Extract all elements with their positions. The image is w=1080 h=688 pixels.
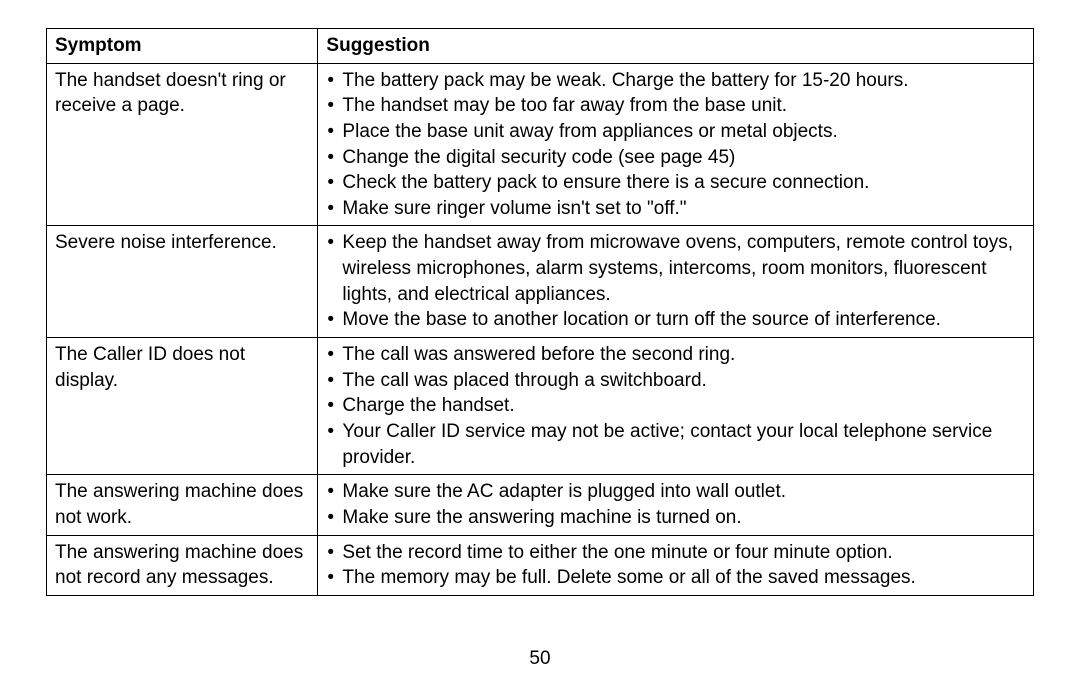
suggestion-item: The call was placed through a switchboar… [326,368,1025,394]
suggestion-item: The handset may be too far away from the… [326,93,1025,119]
manual-page: Symptom Suggestion The handset doesn't r… [0,0,1080,688]
suggestion-list: Make sure the AC adapter is plugged into… [326,479,1025,530]
symptom-cell: The answering machine does not record an… [47,535,318,595]
page-number: 50 [0,648,1080,670]
suggestion-item: The call was answered before the second … [326,342,1025,368]
suggestion-item: Check the battery pack to ensure there i… [326,170,1025,196]
suggestion-item: Make sure the AC adapter is plugged into… [326,479,1025,505]
header-symptom: Symptom [47,29,318,64]
suggestion-item: Make sure the answering machine is turne… [326,505,1025,531]
suggestion-cell: Make sure the AC adapter is plugged into… [318,475,1034,535]
header-suggestion: Suggestion [318,29,1034,64]
suggestion-item: The memory may be full. Delete some or a… [326,565,1025,591]
suggestion-item: Set the record time to either the one mi… [326,540,1025,566]
table-row: Severe noise interference.Keep the hands… [47,226,1034,338]
suggestion-item: The battery pack may be weak. Charge the… [326,68,1025,94]
symptom-cell: The Caller ID does not display. [47,338,318,475]
suggestion-list: Keep the handset away from microwave ove… [326,230,1025,333]
suggestion-item: Change the digital security code (see pa… [326,145,1025,171]
suggestion-cell: The battery pack may be weak. Charge the… [318,63,1034,226]
suggestion-cell: The call was answered before the second … [318,338,1034,475]
suggestion-item: Charge the handset. [326,393,1025,419]
table-row: The answering machine does not work. Make… [47,475,1034,535]
suggestion-list: Set the record time to either the one mi… [326,540,1025,591]
table-body: The handset doesn't ring or receive a pa… [47,63,1034,595]
suggestion-item: Place the base unit away from appliances… [326,119,1025,145]
table-row: The handset doesn't ring or receive a pa… [47,63,1034,226]
suggestion-item: Keep the handset away from microwave ove… [326,230,1025,307]
suggestion-list: The call was answered before the second … [326,342,1025,470]
symptom-cell: The answering machine does not work. [47,475,318,535]
suggestion-item: Move the base to another location or tur… [326,307,1025,333]
suggestion-cell: Set the record time to either the one mi… [318,535,1034,595]
table-header-row: Symptom Suggestion [47,29,1034,64]
suggestion-item: Make sure ringer volume isn't set to "of… [326,196,1025,222]
troubleshoot-table: Symptom Suggestion The handset doesn't r… [46,28,1034,596]
table-row: The Caller ID does not display. The call … [47,338,1034,475]
suggestion-cell: Keep the handset away from microwave ove… [318,226,1034,338]
suggestion-item: Your Caller ID service may not be active… [326,419,1025,470]
symptom-cell: The handset doesn't ring or receive a pa… [47,63,318,226]
suggestion-list: The battery pack may be weak. Charge the… [326,68,1025,222]
symptom-cell: Severe noise interference. [47,226,318,338]
table-row: The answering machine does not record an… [47,535,1034,595]
